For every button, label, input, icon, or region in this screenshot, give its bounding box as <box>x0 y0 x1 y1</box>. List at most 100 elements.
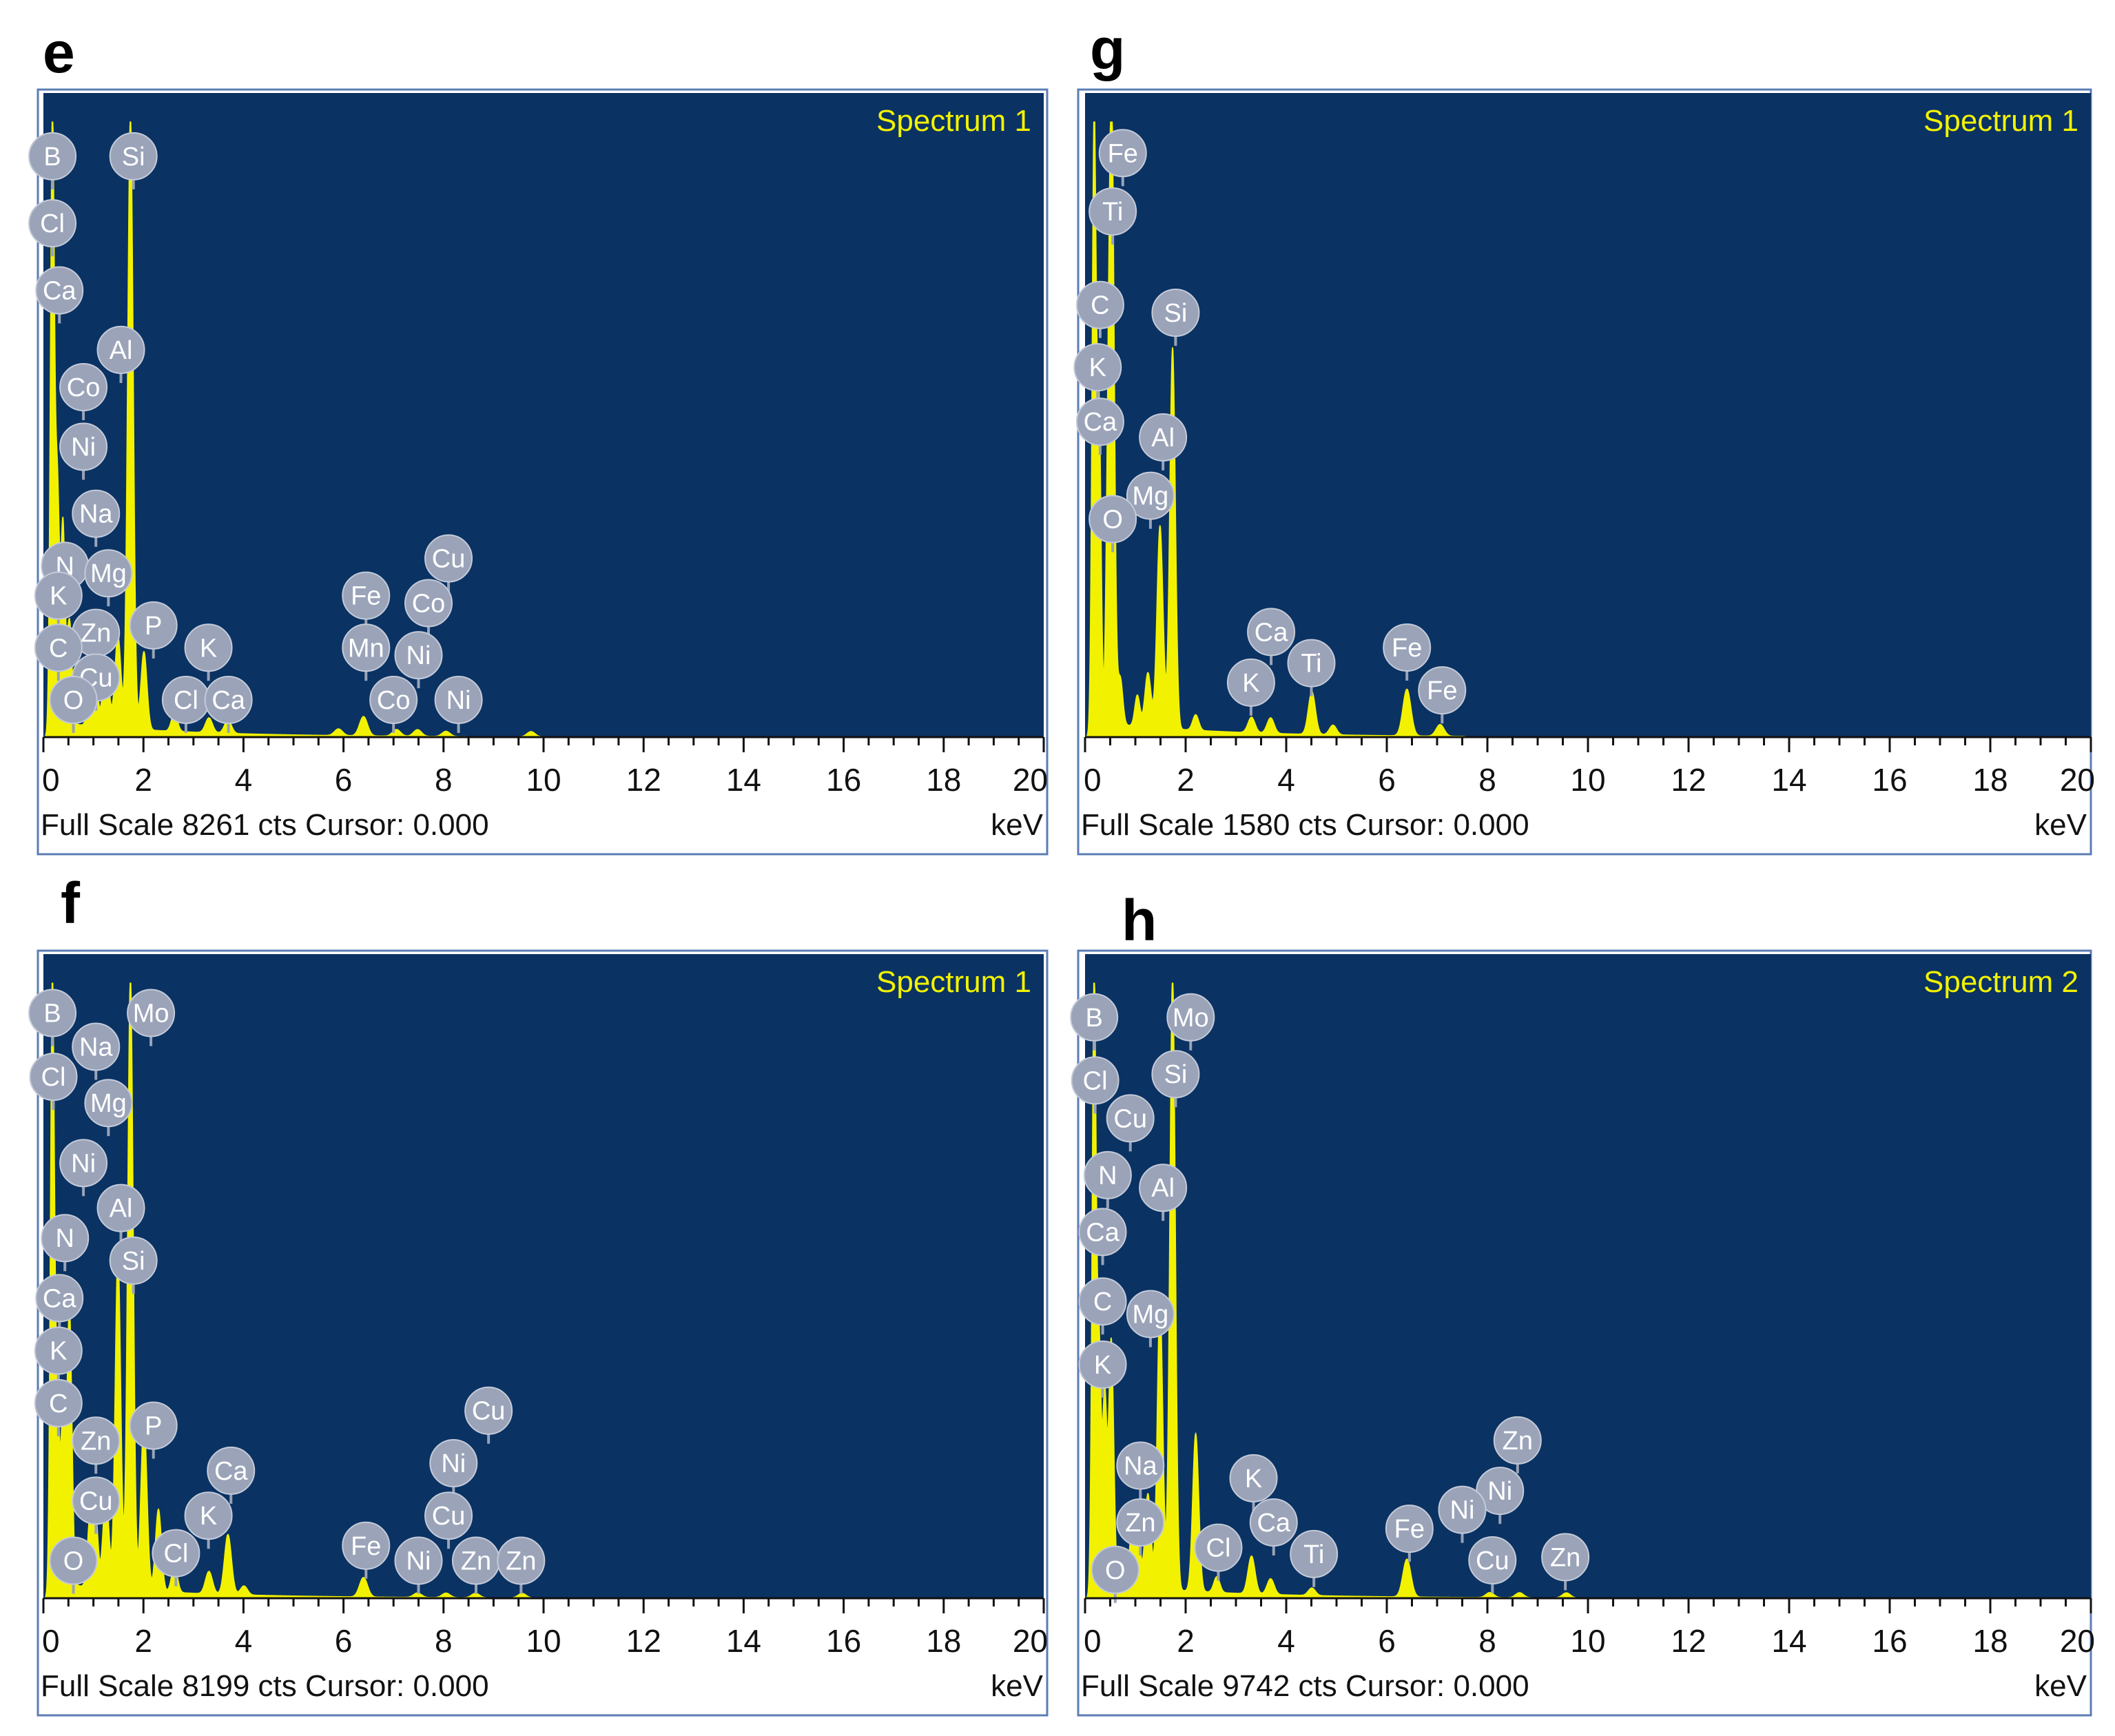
element-label-cl: Cl <box>1071 1056 1120 1114</box>
element-label-ca: Ca <box>1075 397 1124 455</box>
element-label-text: Ca <box>1255 618 1288 647</box>
element-label-text: Mg <box>90 559 127 588</box>
plot-area <box>1085 954 2091 1598</box>
x-tick-label: 2 <box>134 1623 152 1659</box>
x-tick-label: 8 <box>435 762 453 798</box>
element-label-text: Al <box>110 1195 133 1223</box>
element-label-text: Cl <box>1206 1534 1231 1563</box>
element-label-text: K <box>50 582 67 611</box>
element-label-bubble <box>1290 1529 1339 1578</box>
element-label-bubble <box>28 989 77 1037</box>
element-label-text: K <box>200 634 217 663</box>
element-label-text: Ca <box>1084 408 1117 437</box>
element-label-text: K <box>1245 1465 1262 1494</box>
element-label-bubble <box>34 1326 83 1375</box>
element-label-zn: Zn <box>72 1416 121 1474</box>
x-tick-label: 0 <box>42 1623 60 1659</box>
element-label-text: C <box>49 634 68 663</box>
element-label-k: K <box>1226 658 1275 716</box>
element-label-bubble <box>1075 280 1124 329</box>
element-label-bubble <box>1247 608 1296 657</box>
element-label-bubble <box>1151 1050 1200 1099</box>
element-label-text: Fe <box>1427 676 1457 705</box>
element-label-text: Zn <box>81 619 111 648</box>
element-label-text: Cl <box>1083 1066 1108 1095</box>
element-label-text: Ca <box>1257 1509 1290 1538</box>
x-axis-unit: keV <box>991 1669 1043 1703</box>
element-label-bubble <box>28 199 77 248</box>
x-tick-label: 14 <box>726 1623 761 1659</box>
element-label-text: C <box>1091 291 1109 320</box>
element-label-k: K <box>1078 1340 1127 1398</box>
element-label-text: O <box>63 686 84 715</box>
x-tick-label: 12 <box>626 1623 661 1659</box>
element-label-bubble <box>1098 129 1147 178</box>
element-label-text: Mo <box>133 1000 169 1029</box>
x-tick-label: 20 <box>1013 762 1048 798</box>
x-tick-label: 0 <box>1084 762 1102 798</box>
element-label-b: B <box>28 989 77 1046</box>
x-axis-unit: keV <box>991 808 1043 842</box>
x-tick-label: 10 <box>526 1623 561 1659</box>
full-scale-readout: Full Scale 8199 cts Cursor: 0.000 <box>41 1669 489 1703</box>
element-label-bubble <box>96 325 145 374</box>
x-tick-label: 16 <box>1872 762 1907 798</box>
element-label-bubble <box>1139 1164 1188 1212</box>
element-label-text: P <box>145 612 162 641</box>
element-label-bubble <box>1166 993 1215 1042</box>
element-label-bubble <box>72 1416 121 1465</box>
element-label-bubble <box>1418 666 1467 715</box>
plot-area <box>1085 93 2091 737</box>
panel-letter: g <box>1090 17 1125 81</box>
x-tick-label: 18 <box>926 1623 961 1659</box>
element-label-fe: Fe <box>1383 623 1432 681</box>
element-label-bubble <box>35 266 84 315</box>
element-label-text: Na <box>79 1033 113 1062</box>
element-label-text: Na <box>79 500 113 529</box>
element-label-text: N <box>1098 1161 1117 1190</box>
element-label-bubble <box>464 1386 513 1435</box>
element-label-si: Si <box>109 132 158 189</box>
x-tick-label: 16 <box>826 1623 861 1659</box>
panel-letter: h <box>1122 888 1157 953</box>
element-label-bubble <box>59 362 108 411</box>
element-label-bubble <box>34 1378 83 1427</box>
element-label-fe: Fe <box>342 571 391 629</box>
x-tick-label: 16 <box>1872 1623 1907 1659</box>
x-tick-label: 6 <box>335 762 353 798</box>
element-label-k: K <box>184 1491 233 1549</box>
x-tick-label: 0 <box>42 762 60 798</box>
element-label-c: C <box>34 623 83 681</box>
element-label-text: Ni <box>1487 1477 1512 1506</box>
element-label-cl: Cl <box>28 199 77 257</box>
element-label-mg: Mg <box>84 549 133 607</box>
element-label-text: Zn <box>1125 1509 1155 1538</box>
element-label-co: Co <box>59 362 108 420</box>
element-label-text: Cl <box>163 1540 188 1569</box>
element-label-b: B <box>1070 993 1119 1051</box>
element-label-text: K <box>1094 1351 1111 1380</box>
element-label-text: O <box>1105 1556 1126 1585</box>
element-label-text: O <box>63 1547 84 1576</box>
element-label-bubble <box>1438 1485 1487 1534</box>
element-label-bubble <box>1089 495 1137 544</box>
element-label-k: K <box>34 571 83 629</box>
x-tick-label: 14 <box>726 762 761 798</box>
element-label-bubble <box>404 579 453 628</box>
element-label-text: Al <box>1151 424 1175 453</box>
x-tick-label: 8 <box>1478 762 1496 798</box>
element-label-text: Mg <box>1133 1301 1169 1330</box>
element-label-text: Fe <box>1394 1515 1425 1544</box>
element-label-text: Cu <box>1476 1547 1509 1575</box>
x-tick-label: 20 <box>1013 1623 1048 1659</box>
element-label-bubble <box>342 571 391 620</box>
x-tick-label: 20 <box>2060 762 2095 798</box>
x-tick-label: 12 <box>1671 1623 1706 1659</box>
element-label-cl: Cl <box>1194 1523 1243 1581</box>
element-label-bubble <box>84 549 133 598</box>
x-tick-label: 8 <box>1478 1623 1496 1659</box>
element-label-k: K <box>34 1326 83 1384</box>
plot-area <box>43 954 1044 1598</box>
